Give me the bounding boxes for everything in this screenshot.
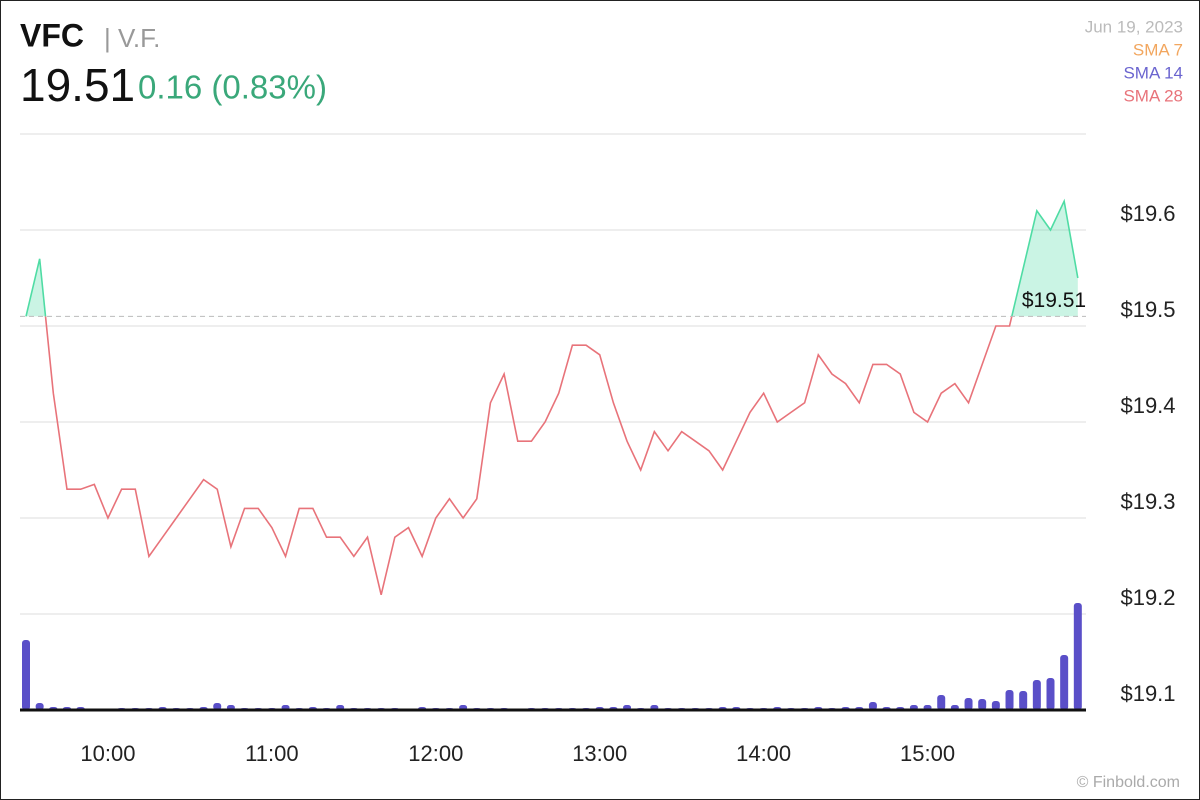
price-line-down <box>25 316 1013 595</box>
volume-bar <box>1032 680 1041 710</box>
volume-bar <box>937 695 946 710</box>
volume-bar <box>1005 690 1014 710</box>
y-tick-label: $19.1 <box>1120 681 1175 706</box>
x-tick-label: 12:00 <box>408 741 463 766</box>
watermark: © Finbold.com <box>1077 774 1180 791</box>
volume-bar <box>1019 691 1028 710</box>
x-tick-label: 14:00 <box>736 741 791 766</box>
volume-bar <box>991 701 1000 710</box>
y-tick-label: $19.2 <box>1120 585 1175 610</box>
y-tick-label: $19.4 <box>1120 393 1175 418</box>
symbol: VFC <box>20 17 84 53</box>
volume-bar <box>868 702 877 710</box>
x-tick-label: 11:00 <box>245 741 298 766</box>
volume-bar <box>22 640 30 710</box>
y-tick-label: $19.5 <box>1120 297 1175 322</box>
legend-entry: SMA 14 <box>1123 63 1183 82</box>
change: 0.16 (0.83%) <box>138 69 327 106</box>
y-tick-label: $19.3 <box>1120 489 1175 514</box>
volume-bar <box>978 699 987 710</box>
volume-bar <box>1060 655 1069 710</box>
x-tick-label: 13:00 <box>572 741 627 766</box>
price: 19.51 <box>20 59 135 111</box>
x-tick-label: 10:00 <box>80 741 135 766</box>
legend-entry: SMA 28 <box>1123 86 1183 105</box>
reference-label: $19.51 <box>1022 289 1086 312</box>
volume-bar <box>213 703 222 710</box>
volume-bar <box>1073 603 1082 710</box>
volume-bar <box>964 698 973 710</box>
x-tick-label: 15:00 <box>900 741 955 766</box>
volume-bar <box>35 703 44 710</box>
legend-entry: SMA 7 <box>1133 40 1183 59</box>
volume-bar <box>1046 678 1055 710</box>
date: Jun 19, 2023 <box>1085 17 1183 36</box>
company: | V.F. <box>104 23 160 53</box>
y-tick-label: $19.6 <box>1120 201 1175 226</box>
